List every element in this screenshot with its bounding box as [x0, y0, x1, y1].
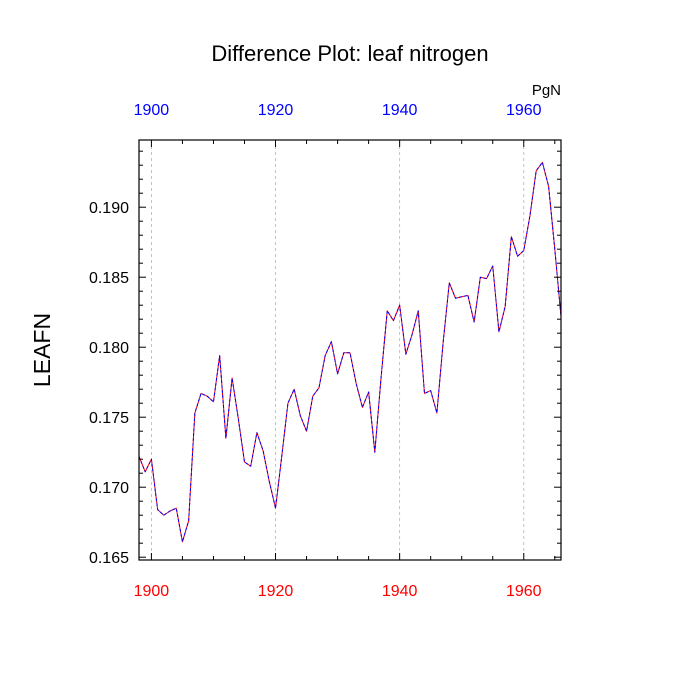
series-line-1	[138, 161, 562, 543]
series-lines	[138, 161, 562, 543]
units-label: PgN	[532, 82, 561, 99]
grid-lines	[151, 140, 525, 560]
y-tick-label: 0.190	[89, 200, 129, 217]
y-tick-label: 0.165	[89, 550, 129, 567]
x-tick-label-top: 1920	[258, 102, 294, 119]
y-tick-label: 0.180	[89, 340, 129, 357]
tick-labels: 0.165 0.170 0.175 0.180 0.185 0.190 1900 1900 19…	[89, 102, 542, 600]
x-tick-label-bottom: 1900	[134, 583, 170, 600]
x-tick-label-bottom: 1960	[506, 583, 542, 600]
axis-ticks	[139, 140, 561, 560]
chart-title: Difference Plot: leaf nitrogen	[211, 41, 488, 66]
x-tick-label-top: 1900	[134, 102, 170, 119]
y-tick-label: 0.185	[89, 270, 129, 287]
series-line-2	[138, 161, 562, 543]
x-tick-label-bottom: 1920	[258, 583, 294, 600]
plot-frame	[138, 139, 562, 561]
x-tick-label-bottom: 1940	[382, 583, 418, 600]
y-tick-label: 0.175	[89, 410, 129, 427]
y-tick-label: 0.170	[89, 480, 129, 497]
x-tick-label-top: 1960	[506, 102, 542, 119]
x-tick-label-top: 1940	[382, 102, 418, 119]
y-axis-label: LEAFN	[29, 313, 55, 387]
